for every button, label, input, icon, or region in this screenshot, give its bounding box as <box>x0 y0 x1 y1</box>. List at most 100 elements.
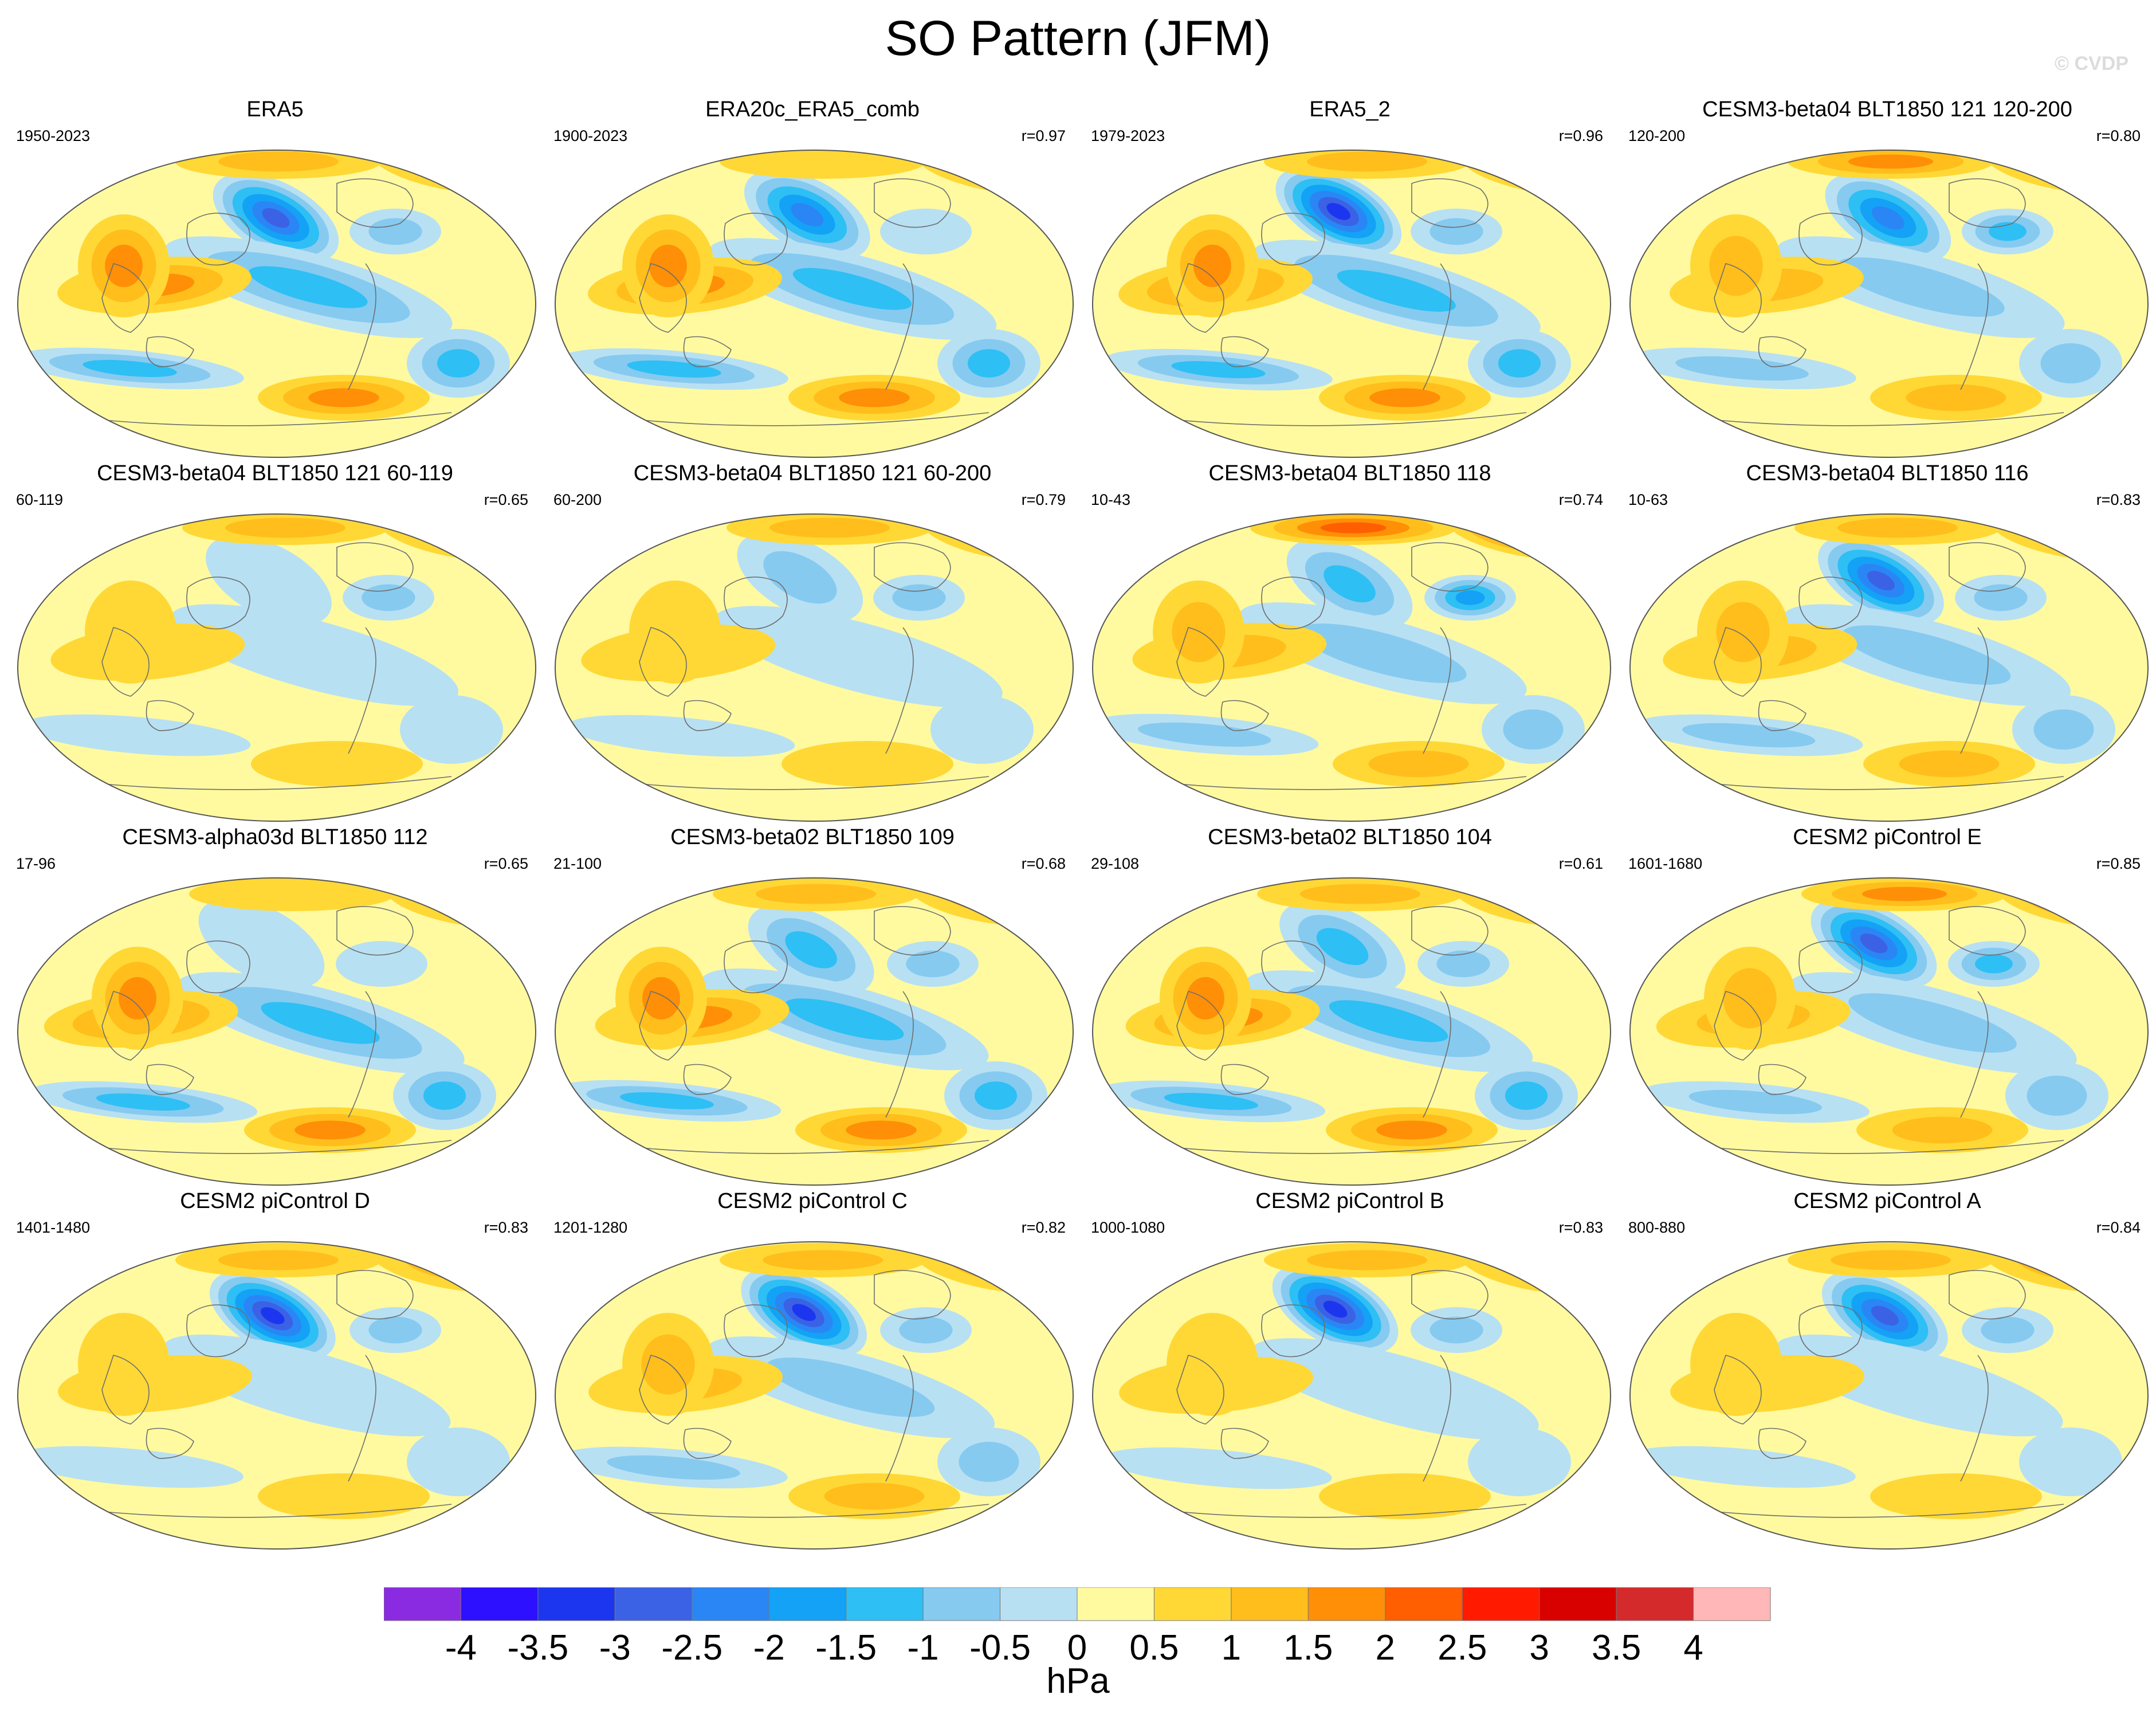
map-border <box>1629 150 2149 458</box>
positive-anomaly-contour <box>2031 156 2096 179</box>
coastline <box>1159 1140 1527 1154</box>
colorbar-swatch <box>1693 1587 1771 1621</box>
colorbar-tick-label: -0.5 <box>969 1628 1031 1668</box>
colorbar-swatch <box>1462 1587 1540 1621</box>
negative-anomaly-contour <box>766 1357 935 1417</box>
coastline <box>101 991 150 1061</box>
panel-title: CESM3-alpha03d BLT1850 112 <box>122 825 428 849</box>
coastline <box>1798 576 1863 630</box>
coastline <box>1960 627 1989 754</box>
map-border <box>1092 150 1611 458</box>
positive-anomaly-contour <box>1716 602 1770 662</box>
map-contour <box>17 150 536 458</box>
coastline <box>622 1140 989 1154</box>
positive-anomaly-contour <box>769 517 890 538</box>
coastline <box>146 1064 194 1095</box>
negative-anomaly-contour <box>1675 356 1809 381</box>
panel-title: CESM3-beta04 BLT1850 116 <box>1746 461 2029 485</box>
colorbar-swatch <box>1153 1587 1232 1621</box>
map-contour <box>555 150 1074 458</box>
negative-anomaly-contour <box>2040 343 2101 383</box>
map-panel: CESM2 piControl D 1401-1480 r=0.83 <box>6 1189 544 1554</box>
map-panel: ERA5 1950-2023 <box>6 97 544 462</box>
coastline <box>874 906 951 956</box>
coastline <box>84 1504 452 1518</box>
figure-title: SO Pattern (JFM) <box>885 11 1271 66</box>
map-contour <box>1629 1241 2149 1550</box>
coastline <box>84 1140 452 1154</box>
coastline <box>1411 906 1489 956</box>
positive-anomaly-contour <box>1167 1313 1258 1416</box>
coastline <box>1176 991 1224 1061</box>
map-panel: CESM3-beta04 BLT1850 121 60-119 60-119 r=0… <box>6 461 544 826</box>
negative-anomaly-contour <box>1498 349 1541 378</box>
positive-anomaly-contour <box>1376 1120 1447 1140</box>
coastline <box>1220 1064 1269 1095</box>
coastline <box>186 1304 250 1358</box>
map-contour <box>17 877 536 1186</box>
coastline <box>101 627 150 697</box>
coastline <box>1261 213 1325 266</box>
map-contour <box>1629 513 2149 822</box>
negative-anomaly-contour <box>1975 954 2013 974</box>
panel-correlation: r=0.96 <box>1558 127 1603 144</box>
coastline <box>336 1270 414 1320</box>
negative-anomaly-contour <box>1688 1089 1823 1115</box>
negative-anomaly-contour <box>906 950 960 978</box>
positive-anomaly-contour <box>1307 151 1427 172</box>
negative-anomaly-contour <box>1871 206 1904 230</box>
negative-anomaly-contour <box>1316 928 1369 966</box>
colorbar-swatch <box>768 1587 847 1621</box>
coastline <box>1176 263 1224 333</box>
colorbar-swatch <box>922 1587 1001 1621</box>
coastline <box>1261 940 1325 994</box>
coastline <box>336 178 414 228</box>
panel-title: CESM3-beta04 BLT1850 121 60-119 <box>97 461 453 485</box>
colorbar-swatch <box>383 1587 461 1621</box>
negative-anomaly-contour <box>763 551 837 604</box>
negative-anomaly-contour <box>170 604 459 706</box>
map-panel: CESM2 piControl B 1000-1080 r=0.83 <box>1081 1189 1619 1554</box>
map-panel: CESM3-alpha03d BLT1850 112 17-96 r=0.65 <box>6 825 544 1190</box>
negative-anomaly-contour <box>262 208 290 228</box>
panel-title: ERA5_2 <box>1309 97 1391 121</box>
coastline <box>1176 1355 1224 1425</box>
colorbar-tick-label: 1.5 <box>1283 1628 1333 1668</box>
positive-anomaly-contour <box>1709 236 1763 296</box>
negative-anomaly-contour <box>368 1316 422 1344</box>
negative-anomaly-contour <box>792 1304 816 1321</box>
negative-anomaly-contour <box>619 1092 714 1109</box>
positive-anomaly-contour <box>1500 525 1551 542</box>
map-panel: CESM2 piControl C 1201-1280 r=0.82 <box>543 1189 1082 1554</box>
negative-anomaly-contour <box>1871 1305 1899 1326</box>
negative-anomaly-contour <box>1867 571 1895 591</box>
negative-anomaly-contour <box>1468 1427 1571 1496</box>
coastline <box>1423 991 1451 1118</box>
coastline <box>874 178 951 228</box>
coastline <box>1159 776 1527 790</box>
positive-anomaly-contour <box>1369 388 1440 407</box>
coastline <box>336 542 414 592</box>
panel-title: CESM3-beta04 BLT1850 118 <box>1208 461 1491 485</box>
coastline <box>639 991 687 1061</box>
coastline <box>1696 412 2064 426</box>
colorbar-swatch <box>846 1587 924 1621</box>
colorbar-tick-label: 4 <box>1683 1628 1703 1668</box>
map-contour <box>1092 877 1611 1186</box>
colorbar-tick-label: 2.5 <box>1438 1628 1487 1668</box>
coastline <box>1798 213 1863 266</box>
positive-anomaly-contour <box>1368 750 1469 778</box>
map-panel: CESM2 piControl E 1601-1680 r=0.85 <box>1618 825 2156 1190</box>
coastline <box>1696 1504 2064 1518</box>
positive-anomaly-contour <box>641 1334 695 1395</box>
negative-anomaly-contour <box>18 1446 244 1488</box>
positive-anomaly-contour <box>1690 1313 1782 1416</box>
colorbar-swatch <box>1307 1587 1386 1621</box>
positive-anomaly-contour <box>78 1313 170 1416</box>
coastline <box>724 940 788 994</box>
positive-anomaly-contour <box>258 1473 430 1519</box>
positive-anomaly-contour <box>105 244 143 288</box>
coastline <box>1949 542 2026 592</box>
map-panel: CESM3-beta02 BLT1850 109 21-100 r=0.68 <box>543 825 1082 1190</box>
map-contour <box>555 877 1074 1186</box>
